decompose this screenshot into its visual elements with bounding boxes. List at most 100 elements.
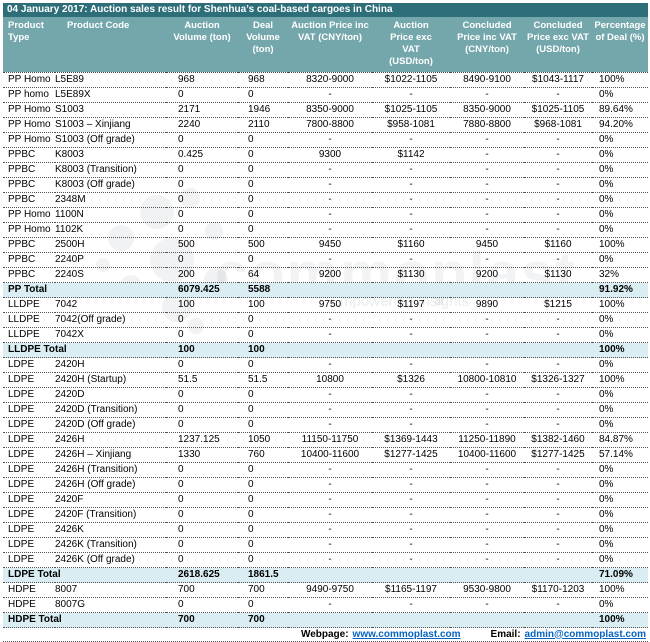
deal-percentage-cell: 100% [592,582,648,598]
concluded-price-inc-vat-cell: - [450,552,524,568]
concluded-price-exc-vat-cell: $1382-1460 [524,432,592,448]
auction-price-inc-vat-cell: - [288,87,372,103]
deal-percentage-cell: 0% [592,87,648,103]
concluded-price-inc-vat-cell: - [450,312,524,328]
deal-percentage-cell: 100% [592,612,648,628]
webpage-label: Webpage: [300,628,349,640]
auction-volume-cell: 0 [166,477,238,493]
auction-price-inc-vat-cell: 8350-9000 [288,102,372,118]
table-row: PPBC K8003 (Off grade) 0 0- - - -0% [3,177,648,193]
auction-price-inc-vat-cell: - [288,252,372,268]
product-code-cell: 1100N [55,207,166,223]
col-header-product-type: Product Type [3,17,55,73]
deal-percentage-cell: 0% [592,522,648,538]
auction-price-inc-vat-cell: - [288,537,372,553]
concluded-price-inc-vat-cell [450,282,524,298]
concluded-price-exc-vat-cell: $1170-1203 [524,582,592,598]
auction-volume-cell: 2618.625 [166,567,238,583]
deal-volume-cell: 0 [238,87,288,103]
auction-price-inc-vat-cell: - [288,402,372,418]
table-row: PPBC 2240P 0 0- - - -0% [3,252,648,268]
auction-price-exc-vat-cell: - [372,507,450,523]
deal-volume-cell: 2110 [238,117,288,133]
deal-volume-cell: 0 [238,192,288,208]
deal-percentage-cell: 0% [592,537,648,553]
concluded-price-exc-vat-cell [524,282,592,298]
concluded-price-inc-vat-cell: 9200 [450,267,524,283]
table-row: LLDPE 7042X 0 0- - - -0% [3,327,648,343]
auction-price-exc-vat-cell: - [372,207,450,223]
product-code-cell: 2348M [55,192,166,208]
product-code-cell: 2426K (Transition) [55,537,166,553]
table-body: PP Homo L5E89 968 968 8320-9000 $1022-1105 849… [3,72,648,628]
table-row: PPBC 2500H 500 500 9450 $1160 9450 $1160 100% [3,237,648,253]
concluded-price-exc-vat-cell: $1025-1105 [524,102,592,118]
auction-price-inc-vat-cell: 10800 [288,372,372,388]
auction-price-exc-vat-cell: - [372,522,450,538]
table-row: PPBC 2240S 200 64 9200 $1130 9200 $1130 32% [3,267,648,283]
deal-percentage-cell: 0% [592,417,648,433]
table-row: PPBC K8003 0.425 0 9300 $1142- -0% [3,147,648,163]
product-type-cell: PP Homo [3,72,55,88]
product-type-cell: PPBC [3,162,55,178]
concluded-price-exc-vat-cell: $1160 [524,237,592,253]
concluded-price-exc-vat-cell [524,567,592,583]
auction-volume-cell: 0 [166,162,238,178]
auction-price-exc-vat-cell [372,342,450,358]
email-link[interactable]: admin@commoplast.com [524,628,646,640]
auction-price-inc-vat-cell: - [288,552,372,568]
concluded-price-exc-vat-cell: $1130 [524,267,592,283]
concluded-price-inc-vat-cell: - [450,597,524,613]
auction-volume-cell: 1237.125 [166,432,238,448]
deal-volume-cell: 0 [238,417,288,433]
product-code-cell: S1003 (Off grade) [55,132,166,148]
auction-price-inc-vat-cell: 9200 [288,267,372,283]
table-row: PP Homo S1003 – Xinjiang 2240 2110 7800-8800… [3,117,648,133]
auction-price-exc-vat-cell: - [372,597,450,613]
product-code-cell: 2426K [55,522,166,538]
auction-price-exc-vat-cell: - [372,132,450,148]
auction-price-inc-vat-cell: - [288,192,372,208]
auction-volume-cell: 0 [166,192,238,208]
deal-volume-cell: 0 [238,312,288,328]
col-header-concluded-price-exc-vat: Concluded Price exc VAT (USD/ton) [524,17,592,73]
product-type-cell: LDPE [3,552,55,568]
auction-price-inc-vat-cell: 9450 [288,237,372,253]
deal-percentage-cell: 0% [592,147,648,163]
deal-percentage-cell: 0% [592,312,648,328]
concluded-price-inc-vat-cell: - [450,402,524,418]
auction-price-exc-vat-cell: $1160 [372,237,450,253]
product-code-cell: 2426K (Off grade) [55,552,166,568]
concluded-price-exc-vat-cell: - [524,327,592,343]
deal-percentage-cell: 0% [592,207,648,223]
auction-price-exc-vat-cell: - [372,252,450,268]
auction-price-exc-vat-cell: $1197 [372,297,450,313]
auction-price-exc-vat-cell: $1130 [372,267,450,283]
concluded-price-inc-vat-cell: - [450,87,524,103]
auction-price-exc-vat-cell: $958-1081 [372,117,450,133]
auction-price-exc-vat-cell: - [372,402,450,418]
concluded-price-inc-vat-cell: 11250-11890 [450,432,524,448]
auction-price-inc-vat-cell: - [288,507,372,523]
product-type-cell: LLDPE [3,327,55,343]
auction-price-exc-vat-cell: $1022-1105 [372,72,450,88]
concluded-price-exc-vat-cell: - [524,597,592,613]
col-header-deal-percentage: Percentage of Deal (%) [592,17,648,73]
concluded-price-exc-vat-cell: - [524,192,592,208]
auction-volume-cell: 700 [166,582,238,598]
product-code-cell: K8003 (Off grade) [55,177,166,193]
total-row: PP Total 6079.425 5588 91.92% [3,282,648,298]
deal-percentage-cell: 0% [592,357,648,373]
concluded-price-exc-vat-cell: - [524,402,592,418]
auction-volume-cell: 1330 [166,447,238,463]
product-code-cell: 2420D (Off grade) [55,417,166,433]
webpage-link[interactable]: www.commoplast.com [352,628,461,640]
auction-price-inc-vat-cell: - [288,327,372,343]
product-type-cell: LDPE [3,492,55,508]
auction-price-exc-vat-cell: $1277-1425 [372,447,450,463]
product-code-cell: 1102K [55,222,166,238]
total-row: LLDPE Total 100 100 100% [3,342,648,358]
deal-volume-cell: 0 [238,552,288,568]
concluded-price-exc-vat-cell: $1043-1117 [524,72,592,88]
concluded-price-inc-vat-cell: - [450,252,524,268]
